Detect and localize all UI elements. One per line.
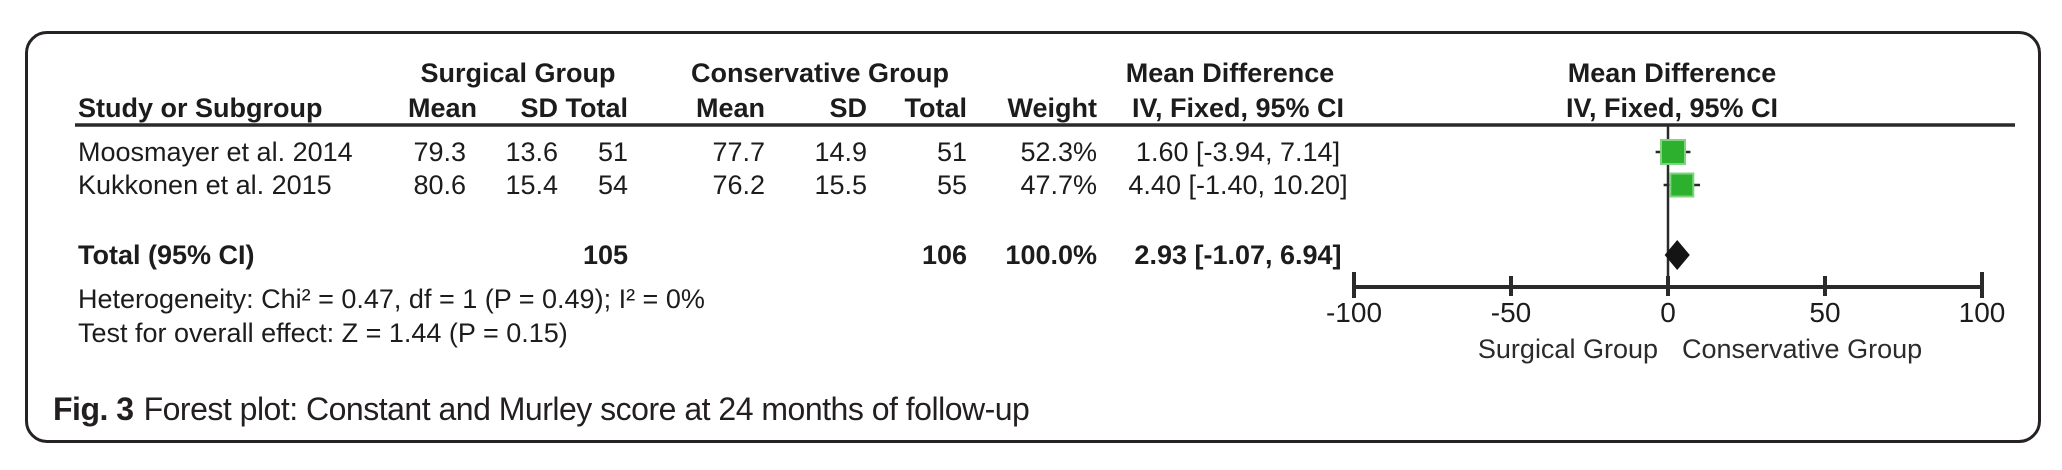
conservative-sd: 14.9 bbox=[814, 137, 867, 167]
surgical-mean: 80.6 bbox=[413, 170, 466, 200]
study-name: Kukkonen et al. 2015 bbox=[78, 170, 332, 200]
total-label: Total (95% CI) bbox=[78, 240, 255, 270]
total-conservative-n: 106 bbox=[921, 240, 967, 270]
total-row: Total (95% CI) 105 106 100.0% 2.93 [-1.0… bbox=[78, 238, 1379, 272]
mean-difference-column-header: Mean Difference bbox=[1125, 58, 1335, 88]
total-weight: 100.0% bbox=[1005, 240, 1097, 270]
axis-tick-label: -50 bbox=[1490, 297, 1532, 328]
axis-right-group-label: Conservative Group bbox=[1682, 334, 1923, 364]
figure-caption-text: Forest plot: Constant and Murley score a… bbox=[143, 391, 1030, 427]
surgical-total: 54 bbox=[597, 170, 628, 200]
col-header-conservative-mean: Mean bbox=[695, 93, 765, 123]
conservative-total: 55 bbox=[936, 170, 967, 200]
axis-tick-label: 50 bbox=[1809, 297, 1841, 328]
axis-tick-label: 0 bbox=[1660, 297, 1676, 328]
col-header-weight: Weight bbox=[1007, 93, 1098, 123]
axis-left-group-label: Surgical Group bbox=[1477, 334, 1658, 364]
surgical-sd: 15.4 bbox=[505, 170, 558, 200]
conservative-total: 51 bbox=[936, 137, 967, 167]
plot-header-line2: IV, Fixed, 95% CI bbox=[1565, 93, 1779, 123]
surgical-mean: 79.3 bbox=[413, 137, 466, 167]
figure-caption-label: Fig. 3 bbox=[53, 391, 134, 427]
conservative-group-header: Conservative Group bbox=[690, 58, 950, 88]
ci-value: 1.60 [-3.94, 7.14] bbox=[1135, 137, 1341, 167]
col-header-surgical-total: Total bbox=[565, 93, 629, 123]
axis-tick-label: -100 bbox=[1325, 297, 1383, 328]
col-header-conservative-total: Total bbox=[904, 93, 968, 123]
conservative-mean: 76.2 bbox=[712, 170, 765, 200]
ci-value: 4.40 [-1.40, 10.20] bbox=[1128, 170, 1348, 200]
surgical-total: 51 bbox=[597, 137, 628, 167]
col-header-conservative-sd: SD bbox=[829, 93, 867, 123]
surgical-group-header: Surgical Group bbox=[420, 58, 616, 88]
heterogeneity-text: Heterogeneity: Chi² = 0.47, df = 1 (P = … bbox=[78, 284, 705, 314]
weight-value: 52.3% bbox=[1020, 137, 1097, 167]
figure-border bbox=[25, 31, 2041, 443]
col-header-surgical-mean: Mean bbox=[408, 93, 478, 123]
total-surgical-n: 105 bbox=[582, 240, 628, 270]
col-header-surgical-sd: SD bbox=[520, 93, 558, 123]
total-ci: 2.93 [-1.07, 6.94] bbox=[1134, 240, 1342, 270]
overall-effect-text: Test for overall effect: Z = 1.44 (P = 0… bbox=[78, 318, 568, 348]
col-header-study: Study or Subgroup bbox=[78, 93, 323, 123]
surgical-sd: 13.6 bbox=[505, 137, 558, 167]
figure-caption: Fig. 3 Forest plot: Constant and Murley s… bbox=[53, 390, 1030, 428]
table-row: Kukkonen et al. 2015 80.6 15.4 54 76.2 1… bbox=[78, 168, 1379, 202]
table-header-row: Study or Subgroup Mean SD Total Mean SD … bbox=[78, 91, 1379, 125]
conservative-mean: 77.7 bbox=[712, 137, 765, 167]
col-header-ci: IV, Fixed, 95% CI bbox=[1131, 93, 1345, 123]
conservative-sd: 15.5 bbox=[814, 170, 867, 200]
table-row: Moosmayer et al. 2014 79.3 13.6 51 77.7 … bbox=[78, 135, 1379, 169]
weight-value: 47.7% bbox=[1020, 170, 1097, 200]
plot-header-line1: Mean Difference bbox=[1567, 58, 1777, 88]
axis-tick-label: 100 bbox=[1958, 297, 2006, 328]
study-name: Moosmayer et al. 2014 bbox=[78, 137, 353, 167]
